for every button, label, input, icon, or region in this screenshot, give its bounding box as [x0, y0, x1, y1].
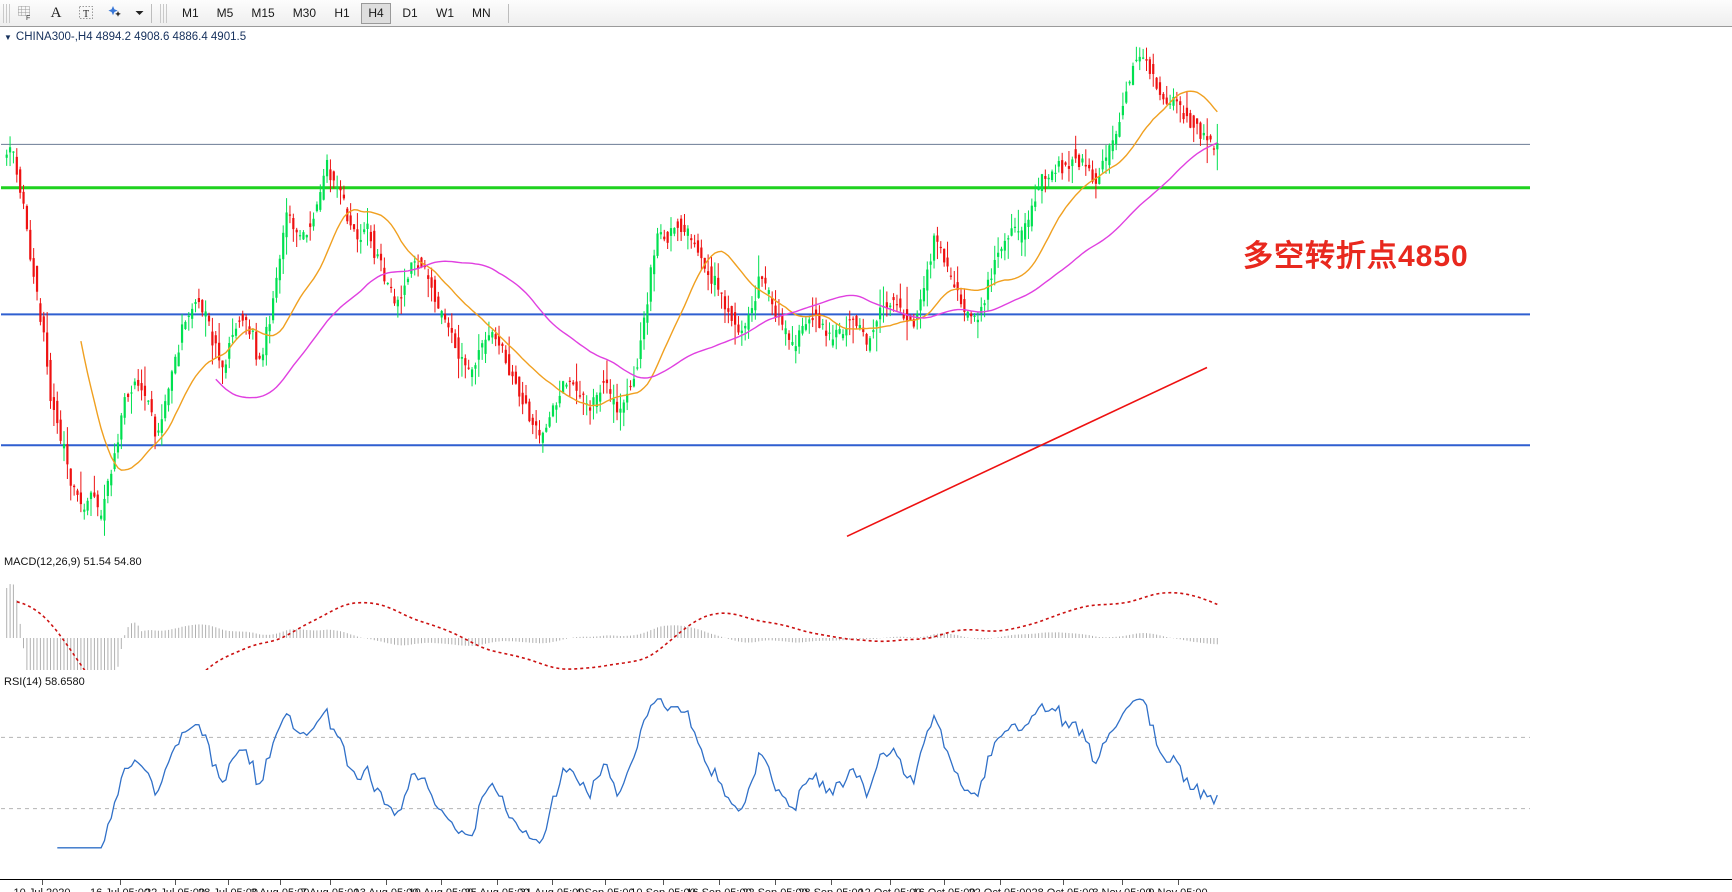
timeframe-button-d1[interactable]: D1	[402, 6, 418, 20]
macd-label: MACD(12,26,9) 51.54 54.80	[4, 556, 142, 568]
time-tick-mark	[1063, 880, 1064, 885]
toolbar-grip-1[interactable]	[3, 3, 10, 23]
time-tick-mark	[175, 880, 176, 885]
objects-icon-svg	[108, 6, 121, 17]
time-tick-label: 22 Sep 05:00	[742, 887, 807, 892]
time-tick-mark	[1178, 880, 1179, 885]
time-tick-label: 9 Nov 05:00	[1148, 887, 1207, 892]
time-tick-mark	[831, 880, 832, 885]
timeframe-button-m15[interactable]: M15	[251, 6, 275, 20]
time-tick-label: 13 Aug 05:00	[354, 887, 419, 892]
time-tick-label: 16 Oct 05:00	[913, 887, 976, 892]
time-tick-mark	[120, 880, 121, 885]
time-tick-mark	[719, 880, 720, 885]
grid-f-icon[interactable]: F	[12, 2, 40, 25]
time-tick-mark	[1122, 880, 1123, 885]
timeframe-button-m5[interactable]: M5	[216, 6, 234, 20]
time-tick-label: 22 Oct 05:00	[969, 887, 1032, 892]
macd-svg	[6, 584, 1218, 670]
time-tick-mark	[497, 880, 498, 885]
timeframe-button-mn[interactable]: MN	[472, 6, 491, 20]
time-tick-mark	[386, 880, 387, 885]
chevron-down-icon[interactable]	[132, 2, 146, 25]
timeframe-button-m1[interactable]: M1	[182, 6, 199, 20]
objects-icon[interactable]	[102, 2, 130, 25]
chart-area[interactable]: ▼ CHINA300-,H4 4894.2 4908.6 4886.4 4901…	[0, 27, 1732, 892]
time-tick-label: 25 Aug 05:00	[465, 887, 530, 892]
time-tick-mark	[890, 880, 891, 885]
time-tick-label: 3 Nov 05:00	[1092, 887, 1151, 892]
time-tick-label: 12 Oct 05:00	[859, 887, 922, 892]
timeframe-button-h4[interactable]: H4	[361, 2, 392, 24]
rsi-plot[interactable]	[1, 674, 1530, 878]
time-tick-label: 7 Aug 05:00	[301, 887, 360, 892]
time-tick-label: 3 Aug 05:00	[251, 887, 310, 892]
timeframe-button-w1[interactable]: W1	[436, 6, 455, 20]
chart-annotation[interactable]: 多空转折点4850	[1243, 240, 1469, 273]
macd-plot[interactable]	[1, 554, 1530, 670]
time-tick-label: 4 Sep 05:00	[575, 887, 634, 892]
text-box-icon-svg: T	[79, 6, 93, 20]
svg-text:F: F	[26, 15, 30, 21]
time-tick-label: 10 Jul 2020	[14, 887, 71, 892]
toolbar-separator-2	[507, 3, 509, 23]
svg-text:T: T	[83, 9, 89, 20]
candlestick-svg	[1, 46, 1530, 538]
time-tick-label: 19 Aug 05:00	[409, 887, 474, 892]
collapse-triangle-icon[interactable]: ▼	[4, 32, 12, 42]
rsi-line	[57, 698, 1218, 849]
time-tick-mark	[42, 880, 43, 885]
text-a-glyph: A	[50, 4, 62, 21]
ma-magenta	[215, 142, 1218, 399]
time-tick-label: 28 Oct 05:00	[1032, 887, 1095, 892]
grid-f-icon-svg: F	[18, 6, 30, 21]
macd-signal-line	[16, 591, 1218, 670]
rsi-label: RSI(14) 58.6580	[4, 676, 85, 688]
toolbar-grip-2[interactable]	[160, 3, 167, 23]
timeframe-button-m30[interactable]: M30	[292, 6, 317, 20]
time-tick-label: 16 Jul 05:00	[90, 887, 150, 892]
time-tick-mark	[1000, 880, 1001, 885]
time-tick-label: 22 Jul 05:00	[145, 887, 205, 892]
chevron-down-icon-svg	[135, 11, 143, 15]
time-tick-label: 28 Jul 05:00	[198, 887, 258, 892]
time-tick-mark	[552, 880, 553, 885]
timeframe-group: M1 M5 M15 M30 H1 H4 D1 W1 MN	[173, 2, 500, 24]
time-tick-mark	[228, 880, 229, 885]
toolbar-separator-1	[151, 3, 152, 23]
price-plot[interactable]	[1, 28, 1530, 551]
time-tick-label: 16 Sep 05:00	[686, 887, 751, 892]
time-tick-mark	[775, 880, 776, 885]
time-tick-mark	[441, 880, 442, 885]
time-tick-mark	[280, 880, 281, 885]
symbol-header[interactable]: ▼ CHINA300-,H4 4894.2 4908.6 4886.4 4901…	[4, 31, 246, 43]
time-axis[interactable]: 10 Jul 2020 16 Jul 05:0022 Jul 05:0028 Ju…	[0, 879, 1732, 892]
rsi-svg	[1, 698, 1530, 849]
symbol-header-text: CHINA300-,H4 4894.2 4908.6 4886.4 4901.5	[15, 31, 247, 43]
time-tick-mark	[944, 880, 945, 885]
time-tick-label: 28 Sep 05:00	[798, 887, 863, 892]
text-a-icon[interactable]: A	[42, 2, 70, 25]
time-tick-mark	[330, 880, 331, 885]
time-tick-mark	[663, 880, 664, 885]
uptrend-line	[846, 366, 1208, 538]
time-tick-label: 31 Aug 05:00	[520, 887, 585, 892]
timeframe-button-h1[interactable]: H1	[334, 6, 350, 20]
text-box-icon[interactable]: T	[72, 2, 100, 25]
time-tick-label: 10 Sep 05:00	[630, 887, 695, 892]
time-tick-mark	[605, 880, 606, 885]
main-toolbar: F A T M1 M5 M15 M30 H1 H4 D1 W1 MN	[0, 0, 1732, 27]
ma-orange	[80, 90, 1218, 471]
